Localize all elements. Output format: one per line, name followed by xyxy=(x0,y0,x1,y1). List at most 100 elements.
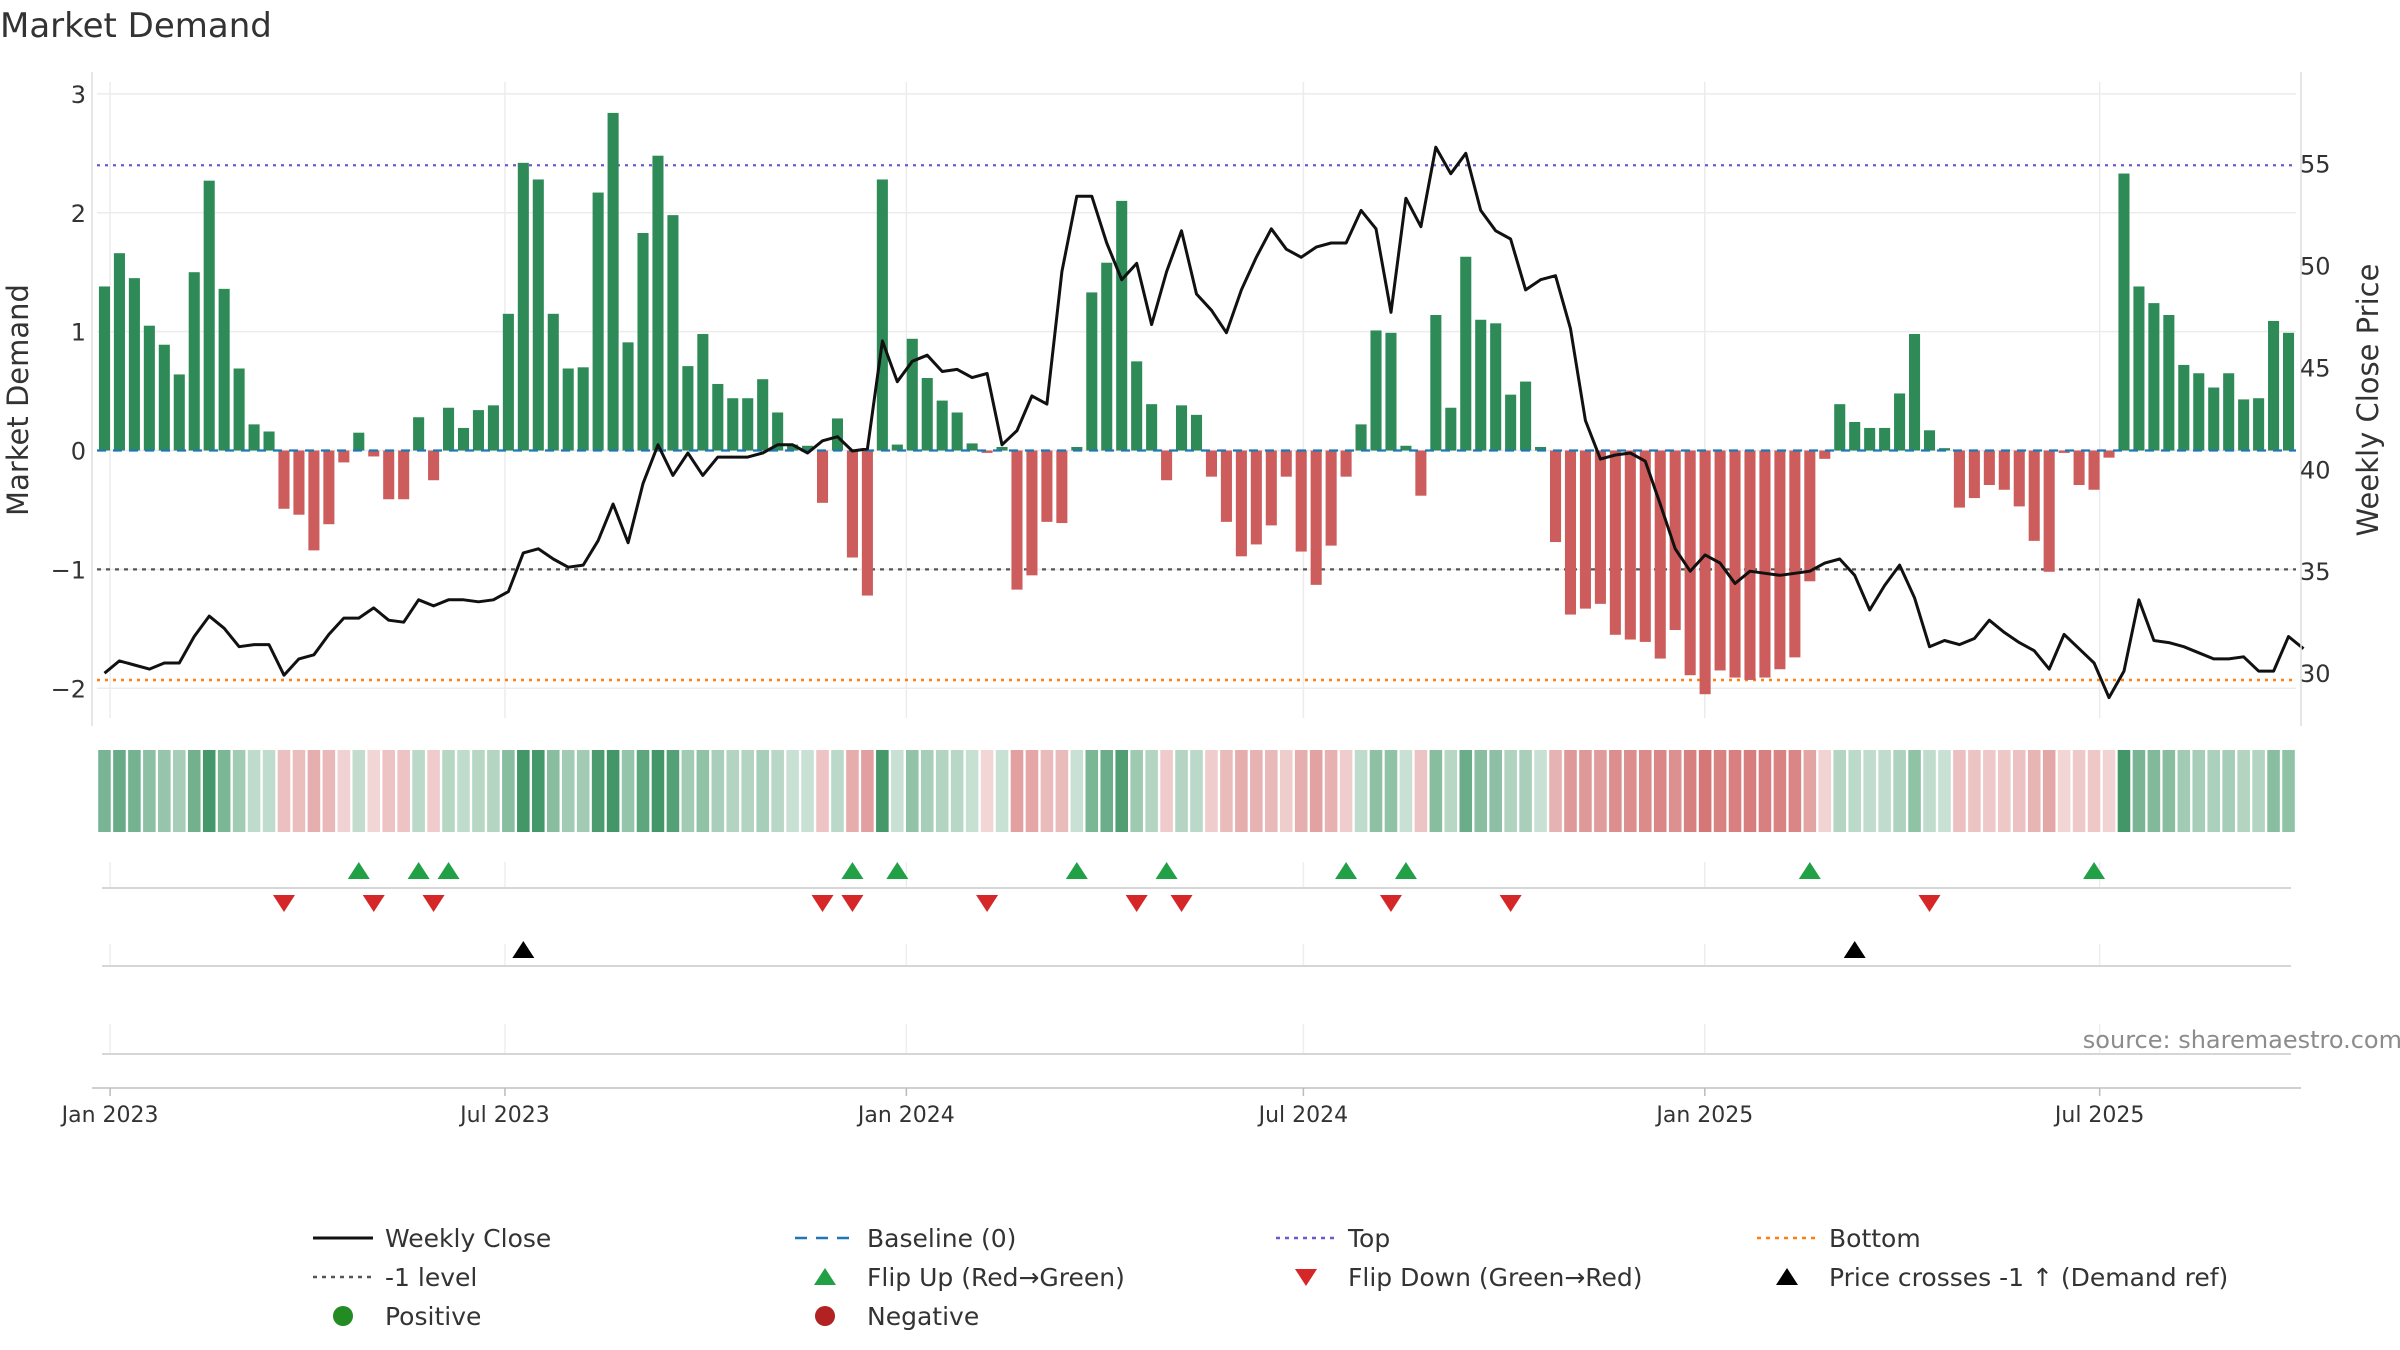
strip-cell xyxy=(965,750,979,832)
demand-bar xyxy=(1819,450,1831,459)
demand-bar xyxy=(2268,320,2280,451)
strip-cell xyxy=(1429,750,1443,832)
strip-cell xyxy=(1698,750,1712,832)
strip-cell xyxy=(2207,750,2221,832)
strip-cell xyxy=(681,750,695,832)
strip-cell xyxy=(2282,750,2295,832)
demand-bar xyxy=(1400,445,1412,451)
demand-bar xyxy=(637,232,649,451)
demand-bar xyxy=(1086,292,1098,451)
strip-cell xyxy=(1863,750,1876,832)
demand-bar xyxy=(906,338,918,451)
demand-bar xyxy=(1579,450,1591,609)
legend-item: Flip Down (Green→Red) xyxy=(1295,1263,1643,1292)
strip-cell xyxy=(1968,750,1981,832)
strip-cell xyxy=(576,750,590,832)
demand-bar xyxy=(1385,332,1397,451)
strip-cell xyxy=(696,750,710,832)
strip-cell xyxy=(2102,750,2116,832)
demand-bar xyxy=(2133,286,2145,451)
demand-bar xyxy=(113,253,125,451)
left-tick-label: −1 xyxy=(51,556,86,584)
flip-down-marker xyxy=(976,895,999,912)
demand-bar xyxy=(1146,404,1158,451)
demand-bar xyxy=(742,398,754,451)
strip-cell xyxy=(412,750,425,832)
strip-cell xyxy=(1190,750,1203,832)
strip-cell xyxy=(636,750,650,832)
demand-bar xyxy=(143,325,155,451)
strip-cell xyxy=(1953,750,1966,832)
demand-bar xyxy=(502,313,514,451)
demand-bar xyxy=(1789,450,1801,658)
strip-cell xyxy=(1848,750,1861,832)
demand-bar xyxy=(1131,361,1143,451)
chart-title: Market Demand xyxy=(0,6,272,46)
strip-cell xyxy=(1265,750,1278,832)
strip-cell xyxy=(1638,750,1652,832)
demand-bar xyxy=(428,450,440,481)
strip-cell xyxy=(1609,750,1622,832)
demand-bar xyxy=(2238,399,2250,451)
demand-bar xyxy=(816,450,829,503)
demand-bar xyxy=(1280,450,1292,477)
demand-bar xyxy=(667,215,679,451)
demand-bar xyxy=(996,446,1008,451)
flip-up-marker xyxy=(407,862,430,879)
strip-cell xyxy=(1339,750,1353,832)
strip-cell xyxy=(427,750,440,832)
strip-cell xyxy=(1908,750,1921,832)
strip-cell xyxy=(1743,750,1757,832)
strip-cell xyxy=(217,750,231,832)
legend-item: Flip Up (Red→Green) xyxy=(814,1263,1125,1292)
demand-bar xyxy=(1654,450,1666,659)
demand-bar xyxy=(383,450,395,500)
demand-bar xyxy=(2178,364,2190,451)
demand-bar xyxy=(1205,450,1217,477)
demand-bar xyxy=(188,272,200,451)
x-tick-label: Jul 2023 xyxy=(458,1103,550,1128)
flip-up-marker xyxy=(1394,862,1417,879)
demand-bar xyxy=(1445,407,1457,451)
demand-bar xyxy=(876,179,888,451)
legend-swatch xyxy=(815,1306,835,1326)
right-tick-label: 50 xyxy=(2300,252,2331,280)
demand-bar xyxy=(697,334,709,451)
strip-cell xyxy=(1025,750,1039,832)
strip-cell xyxy=(621,750,635,832)
legend-swatch xyxy=(333,1306,353,1326)
demand-bar xyxy=(682,366,694,451)
axes: −2 −1 0 1 2 3 30 35 40 45 50 55 Market Demand Weekly … xyxy=(1,72,2385,726)
demand-bar xyxy=(1161,450,1173,481)
legend-label: Bottom xyxy=(1829,1224,1921,1253)
strip-cell xyxy=(277,750,291,832)
demand-bar xyxy=(2148,303,2160,451)
demand-bar xyxy=(308,450,320,551)
flip-up-marker xyxy=(1155,862,1178,879)
strip-cell xyxy=(1205,750,1218,832)
demand-bar xyxy=(966,443,978,451)
strip-cell xyxy=(158,750,171,832)
strip-cell xyxy=(801,750,814,832)
demand-bar xyxy=(1923,430,1936,451)
demand-bar xyxy=(1190,414,1203,451)
x-tick-label: Jul 2025 xyxy=(2053,1103,2145,1128)
demand-bar xyxy=(2223,373,2235,451)
strip-cell xyxy=(1938,750,1951,832)
strip-cell xyxy=(1728,750,1742,832)
demand-bar xyxy=(1894,393,1906,451)
strip-cell xyxy=(1534,750,1547,832)
strip-cell xyxy=(2147,750,2161,832)
strip-cell xyxy=(741,750,755,832)
strip-cell xyxy=(2132,750,2146,832)
legend-item: -1 level xyxy=(313,1263,477,1292)
strip-cell xyxy=(756,750,769,832)
strip-cell xyxy=(98,750,111,832)
strip-cell xyxy=(980,750,994,832)
demand-bar xyxy=(1176,405,1188,451)
demand-bar xyxy=(263,431,275,451)
flip-up-marker xyxy=(347,862,370,879)
strip-cell xyxy=(1758,750,1772,832)
demand-bar xyxy=(413,417,425,451)
